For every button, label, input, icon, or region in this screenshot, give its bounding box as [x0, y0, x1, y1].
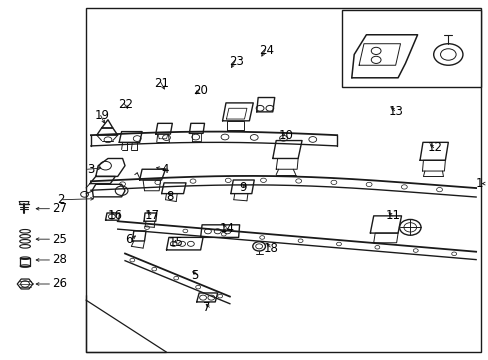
Text: 5: 5	[190, 269, 198, 282]
Text: 16: 16	[108, 210, 122, 222]
Text: 14: 14	[220, 222, 235, 235]
Text: 27: 27	[52, 202, 67, 215]
Text: 17: 17	[144, 210, 159, 222]
Bar	[341, 10, 480, 87]
Text: 9: 9	[239, 181, 246, 194]
Text: 4: 4	[161, 163, 169, 176]
Text: 24: 24	[259, 44, 274, 57]
Text: 26: 26	[52, 278, 67, 291]
Text: 3: 3	[87, 163, 95, 176]
Text: 20: 20	[193, 84, 208, 97]
Text: 23: 23	[228, 55, 244, 68]
Text: 11: 11	[385, 210, 400, 222]
Text: 22: 22	[118, 98, 132, 111]
Text: 10: 10	[278, 129, 293, 142]
Text: 12: 12	[427, 141, 442, 154]
Text: 19: 19	[94, 109, 109, 122]
Text: 28: 28	[52, 253, 67, 266]
Text: 25: 25	[52, 233, 67, 246]
Text: 2: 2	[57, 193, 64, 206]
Text: 7: 7	[203, 301, 210, 314]
Text: 8: 8	[166, 190, 174, 203]
Text: 15: 15	[168, 236, 183, 249]
Text: 18: 18	[264, 242, 278, 255]
Text: 13: 13	[387, 105, 403, 118]
Text: 6: 6	[125, 233, 132, 246]
Bar	[86, 8, 480, 352]
Text: 21: 21	[154, 77, 169, 90]
Text: 1: 1	[475, 177, 483, 190]
